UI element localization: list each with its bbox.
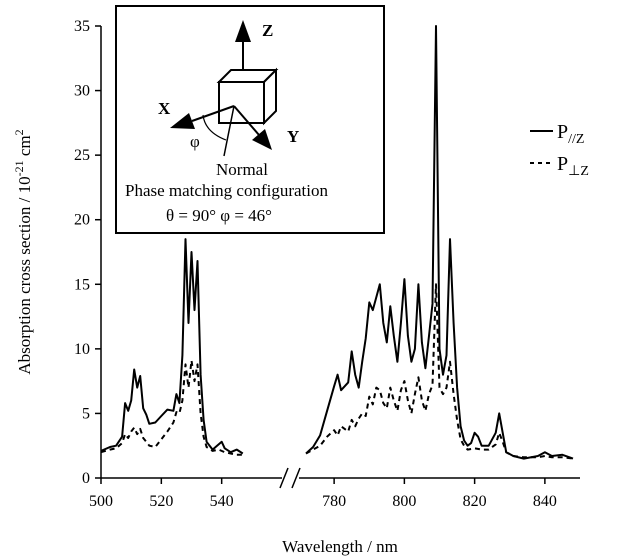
series-perpendicular-seg1 (100, 359, 243, 456)
inset-diagram: Z X Y φ Normal Phase matching configurat… (115, 5, 385, 234)
legend-label-parallel: P//Z (557, 121, 584, 147)
x-tick-label: 820 (463, 493, 487, 510)
y-tick-label: 0 (82, 470, 90, 487)
x-tick-label: 800 (392, 493, 416, 510)
x-axis-title: Wavelength / nm (282, 537, 398, 556)
x-tick-label: 520 (149, 493, 173, 510)
inset-label-x: X (158, 99, 171, 118)
inset-label-y: Y (287, 127, 299, 146)
y-tick-label: 15 (74, 276, 90, 293)
x-tick-label: 840 (533, 493, 557, 510)
series-parallel-seg2 (305, 25, 574, 460)
crystal-cube-icon (216, 67, 279, 126)
x-axis-arrow-icon (170, 105, 235, 129)
x-tick-label: 500 (89, 493, 113, 510)
axis-break-mark-1 (279, 467, 289, 489)
legend: P//Z P⊥Z (530, 121, 589, 179)
inset-caption-line2: θ = 90° φ = 46° (166, 206, 272, 225)
axis-break-mark-2 (291, 467, 301, 489)
legend-label-perpendicular: P⊥Z (557, 153, 589, 179)
y-tick-label: 30 (74, 83, 90, 100)
series-layer (100, 25, 574, 460)
y-tick-label: 25 (74, 147, 90, 164)
normal-direction-line (223, 105, 235, 157)
inset-caption-line1: Phase matching configuration (125, 181, 329, 200)
z-axis-arrow-icon (235, 20, 251, 70)
y-tick-label: 35 (74, 18, 90, 35)
y-axis-title: Absorption cross section / 10-21 cm2 (12, 129, 34, 374)
axes (100, 26, 580, 489)
y-tick-label: 20 (74, 212, 90, 229)
x-tick-label: 780 (322, 493, 346, 510)
series-parallel-seg1 (100, 238, 244, 455)
inset-label-normal: Normal (216, 160, 268, 179)
inset-label-z: Z (262, 21, 273, 40)
x-ticks: 500 520 540 780 800 820 840 (89, 478, 557, 510)
inset-label-phi: φ (190, 132, 200, 151)
series-perpendicular-seg2 (305, 283, 574, 460)
y-tick-label: 10 (74, 341, 90, 358)
y-ticks: 0 5 10 15 20 25 30 35 (74, 18, 101, 487)
x-tick-label: 540 (210, 493, 234, 510)
y-tick-label: 5 (82, 405, 90, 422)
phi-angle-arc (202, 114, 227, 141)
y-axis-arrow-icon (233, 105, 272, 150)
